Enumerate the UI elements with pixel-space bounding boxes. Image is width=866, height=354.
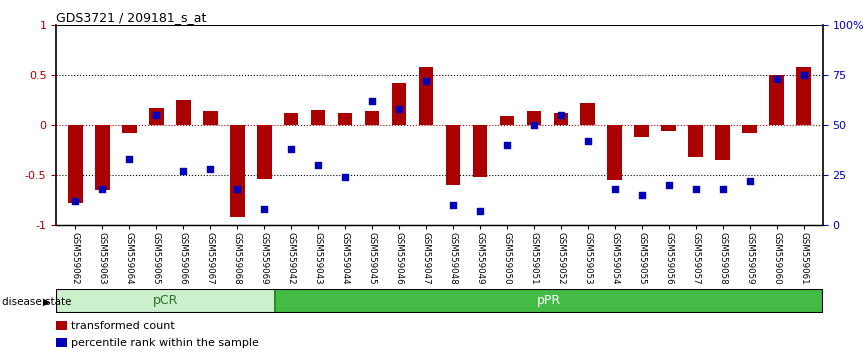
Bar — [500, 116, 514, 125]
Bar — [56, 289, 275, 313]
Bar — [527, 111, 541, 125]
Bar — [580, 103, 595, 125]
Text: transformed count: transformed count — [71, 321, 175, 331]
Bar — [688, 125, 703, 157]
Point — [689, 186, 703, 192]
Point — [446, 202, 460, 207]
Point — [284, 146, 298, 152]
Point — [257, 206, 271, 212]
Bar — [607, 125, 623, 180]
Bar — [284, 113, 299, 125]
Bar — [68, 125, 82, 203]
Point — [68, 198, 82, 204]
Text: disease state: disease state — [2, 297, 71, 307]
Bar — [446, 125, 461, 185]
Point — [716, 186, 730, 192]
Bar — [149, 108, 164, 125]
Bar — [473, 125, 488, 177]
Bar — [275, 289, 823, 313]
Bar — [176, 100, 191, 125]
Bar — [203, 111, 217, 125]
Point — [95, 186, 109, 192]
Bar — [769, 75, 785, 125]
Point — [635, 192, 649, 198]
Point — [365, 98, 379, 104]
Point — [230, 186, 244, 192]
Bar — [229, 125, 244, 217]
Text: GDS3721 / 209181_s_at: GDS3721 / 209181_s_at — [56, 11, 207, 24]
Bar — [311, 110, 326, 125]
Point — [608, 186, 622, 192]
Point — [311, 162, 325, 168]
Text: ▶: ▶ — [42, 297, 50, 307]
Bar — [662, 125, 676, 131]
Point — [176, 168, 190, 173]
Bar — [94, 125, 110, 190]
Bar — [418, 67, 433, 125]
Point — [797, 72, 811, 78]
Point — [554, 112, 568, 118]
Text: pCR: pCR — [153, 295, 178, 307]
Bar — [635, 125, 650, 137]
Point — [419, 78, 433, 84]
Point — [500, 142, 514, 148]
Bar — [391, 83, 406, 125]
Point — [743, 178, 757, 184]
Point — [473, 208, 487, 213]
Point — [204, 166, 217, 172]
Point — [122, 156, 136, 162]
Bar — [553, 113, 568, 125]
Bar — [256, 125, 272, 179]
Point — [662, 182, 675, 188]
Bar — [365, 111, 379, 125]
Text: pPR: pPR — [537, 295, 561, 307]
Point — [338, 174, 352, 179]
Text: percentile rank within the sample: percentile rank within the sample — [71, 338, 259, 348]
Point — [581, 138, 595, 144]
Bar — [797, 67, 811, 125]
Bar — [715, 125, 730, 160]
Bar — [742, 125, 757, 133]
Point — [149, 112, 163, 118]
Point — [770, 76, 784, 82]
Bar — [122, 125, 137, 133]
Bar — [338, 113, 352, 125]
Point — [392, 106, 406, 112]
Point — [527, 122, 541, 128]
